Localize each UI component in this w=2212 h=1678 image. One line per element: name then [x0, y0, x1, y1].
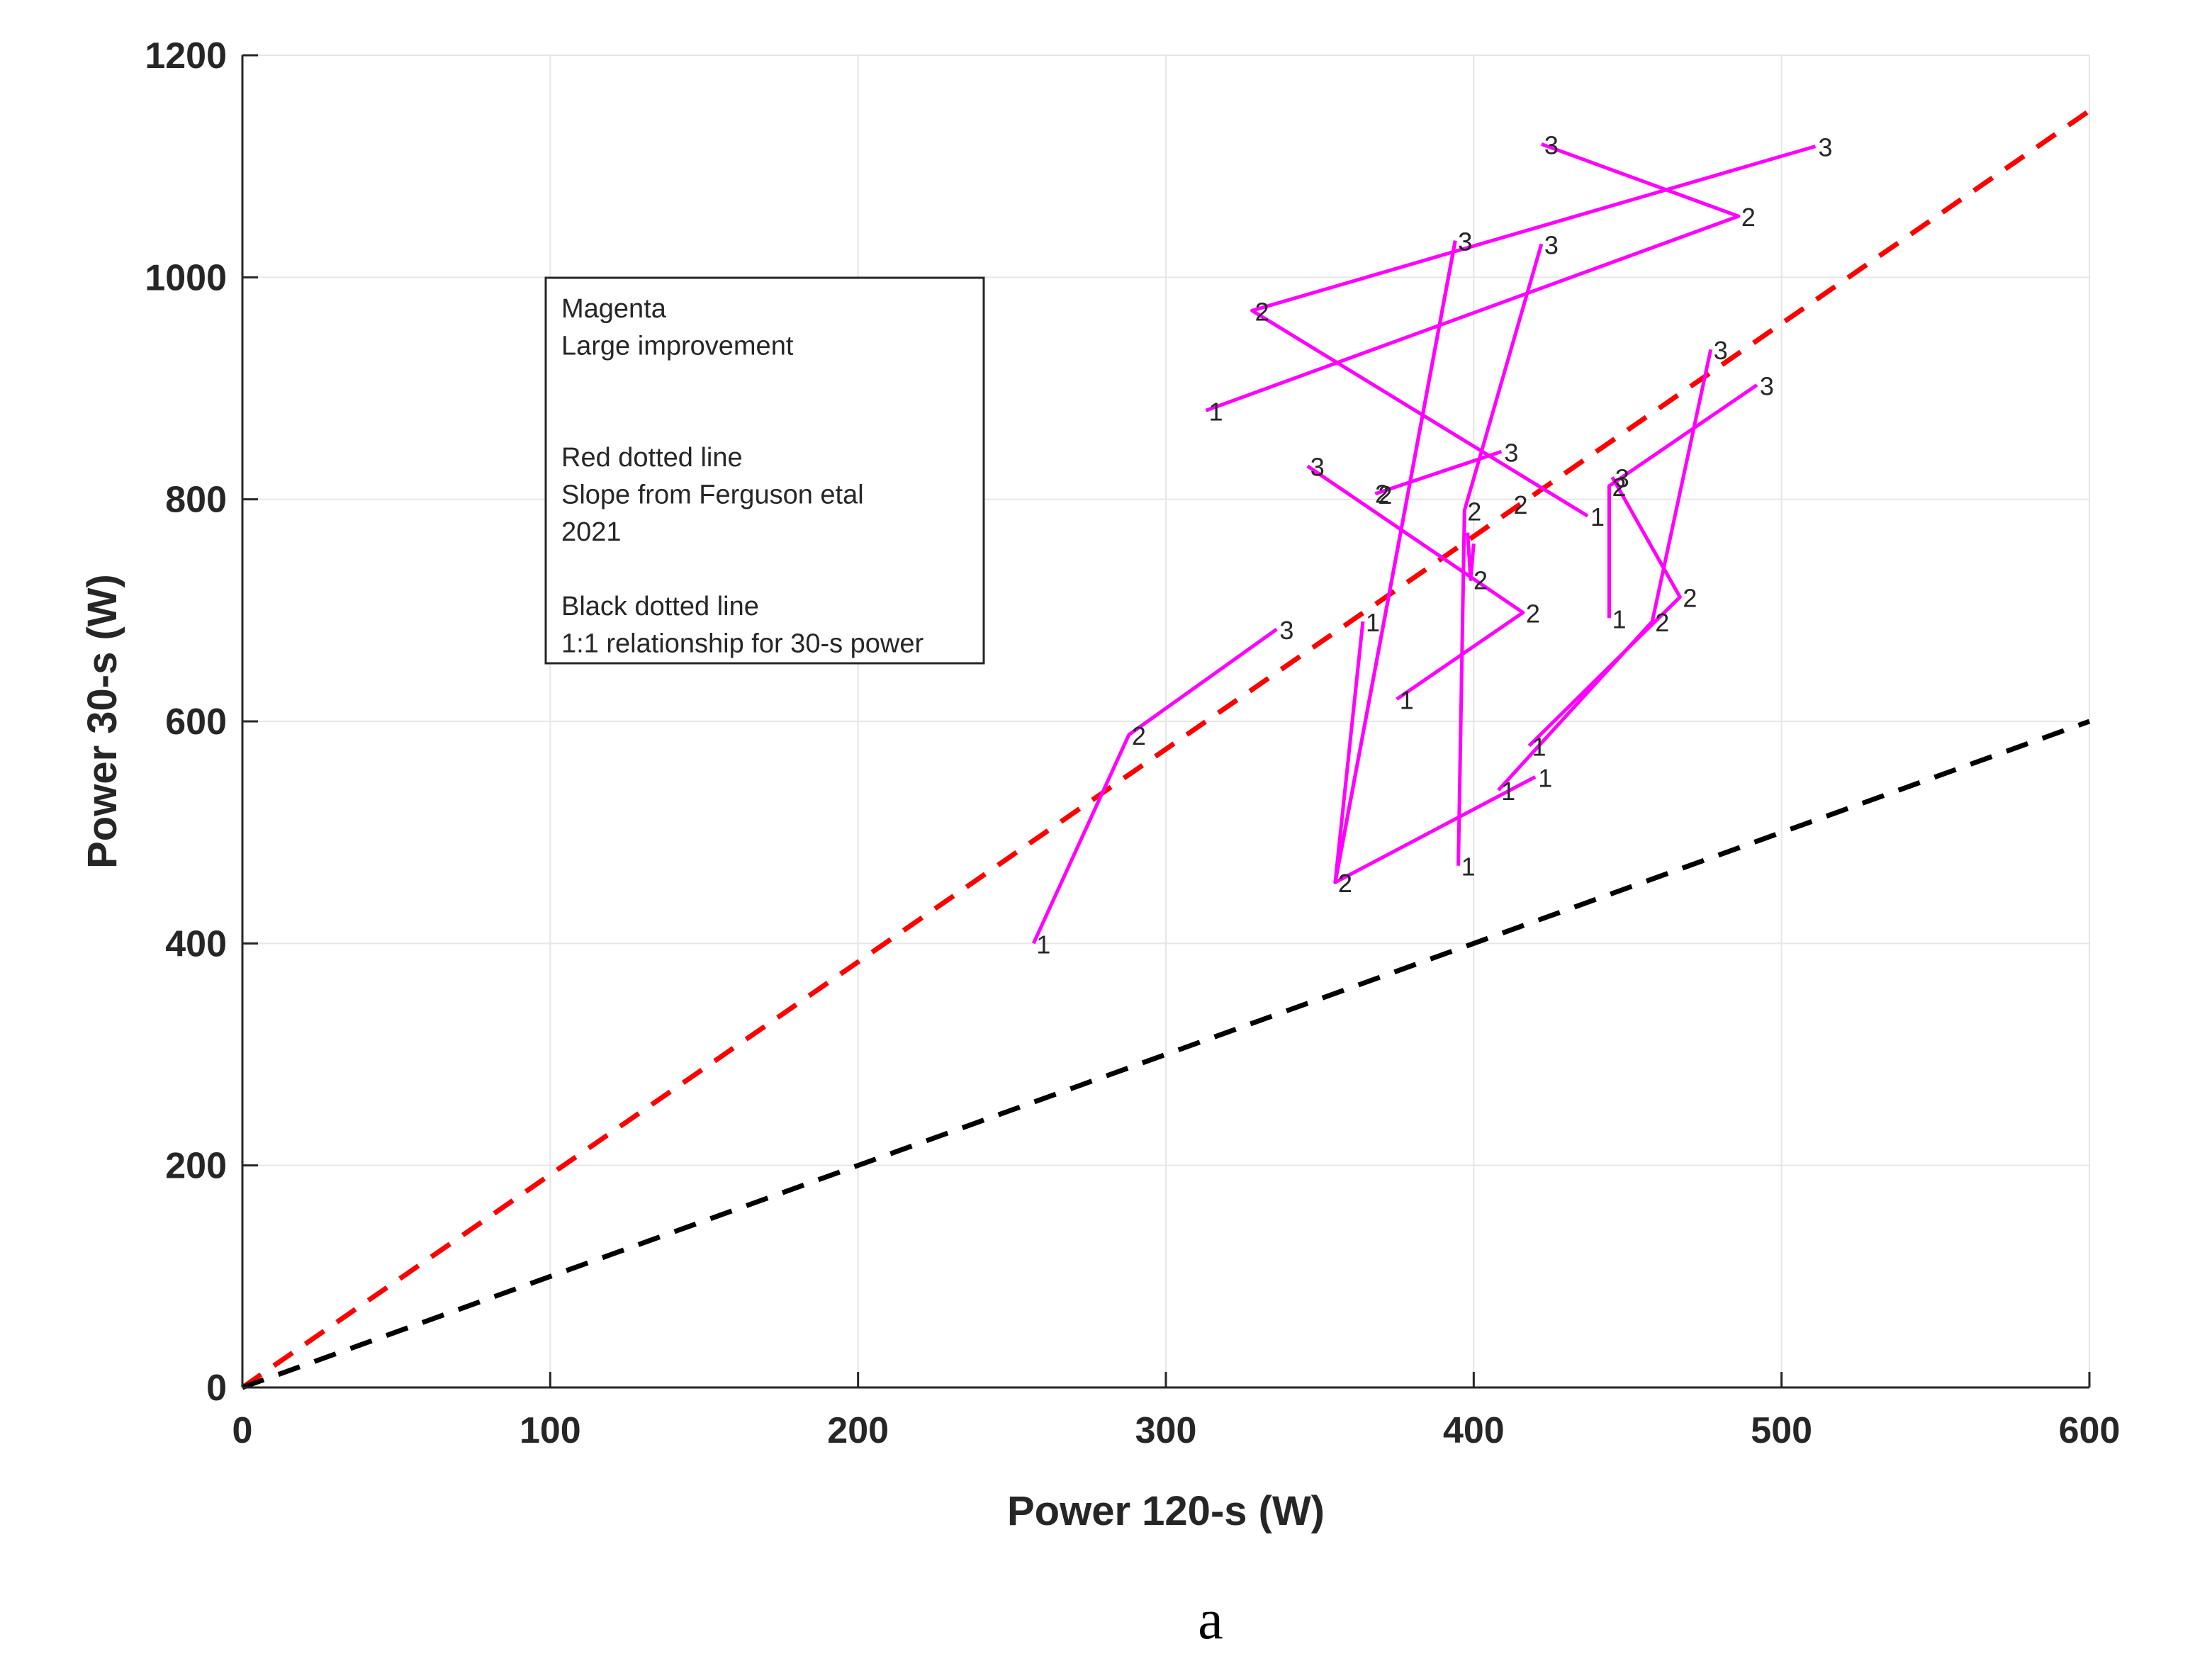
legend-line-1: Large improvement — [561, 332, 794, 361]
series-line-2 — [1250, 145, 1817, 518]
tick-labels: 0 100 200 300 400 500 600 0 200 400 600 800 1000 1200 — [145, 35, 2120, 1451]
point-label-s5-p1: 2 — [1526, 599, 1540, 628]
x-axis-title: Power 120-s (W) — [1007, 1488, 1325, 1534]
extra-point-label-1: 2 — [1375, 479, 1389, 508]
point-label-s1-p0: 1 — [1208, 397, 1223, 426]
x-tick-label-4: 400 — [1443, 1410, 1505, 1451]
point-label-s1-p1: 2 — [1741, 203, 1756, 232]
point-label-s4-p0: 1 — [1366, 608, 1380, 637]
point-label-s3-p0: 1 — [1461, 852, 1476, 882]
y-tick-label-0: 0 — [206, 1368, 227, 1409]
point-label-s2-p0: 1 — [1590, 502, 1605, 531]
point-label-s5-p0: 1 — [1400, 686, 1414, 715]
point-label-s8-p2: 3 — [1714, 336, 1728, 365]
legend-box — [544, 276, 985, 665]
point-label-s0-p2: 3 — [1279, 616, 1293, 645]
point-label-s7-p1: 2 — [1612, 473, 1626, 502]
black-reference-line — [241, 719, 2091, 1390]
series-line-1 — [1205, 142, 1741, 412]
point-label-s6-p0: 1 — [1538, 763, 1552, 792]
point-label-s0-p0: 1 — [1036, 930, 1050, 959]
point-label-s11-p0: 2 — [1378, 480, 1392, 509]
point-label-s6-p2: 3 — [1458, 227, 1472, 257]
point-label-s7-p2: 3 — [1760, 371, 1774, 400]
point-label-s3-p1: 2 — [1467, 497, 1481, 526]
x-tick-label-1: 100 — [520, 1410, 581, 1451]
legend-line-0: Magenta — [561, 294, 667, 324]
legend-line-5: Slope from Ferguson etal — [561, 480, 864, 510]
red-reference-line — [241, 108, 2091, 1390]
legend-line-6: 2021 — [561, 517, 622, 547]
point-label-s5-p2: 3 — [1310, 453, 1325, 482]
point-label-s9-p0: 1 — [1532, 732, 1546, 761]
legend-line-8: Black dotted line — [561, 592, 759, 621]
point-label-s2-p1: 2 — [1255, 297, 1269, 326]
series-line-3 — [1456, 243, 1544, 866]
legend: Magenta Large improvement Red dotted line S… — [544, 276, 985, 665]
y-axis-title: Power 30-s (W) — [79, 574, 125, 869]
point-label-s8-p1: 2 — [1655, 608, 1669, 637]
y-tick-label-3: 600 — [165, 702, 227, 743]
point-label-s0-p1: 2 — [1132, 721, 1146, 750]
x-tick-label-6: 600 — [2059, 1410, 2121, 1451]
series-line-8 — [1497, 349, 1713, 792]
x-tick-label-2: 200 — [827, 1410, 889, 1451]
point-label-s6-p1: 2 — [1338, 869, 1352, 898]
point-label-s4-p1: 2 — [1338, 869, 1352, 898]
series-line-10 — [1466, 532, 1476, 581]
axes — [241, 54, 2091, 1389]
series-line-5 — [1306, 464, 1525, 701]
x-tick-label-0: 0 — [232, 1410, 253, 1451]
point-label-s10-p1: 2 — [1473, 565, 1488, 595]
y-tick-label-2: 400 — [165, 923, 227, 964]
y-tick-label-6: 1200 — [145, 35, 227, 77]
series-line-11 — [1374, 449, 1503, 496]
extra-point-label-0: 2 — [1513, 490, 1527, 519]
point-label-s4-p2: 3 — [1458, 227, 1472, 257]
y-tick-label-1: 200 — [165, 1146, 227, 1187]
point-label-s9-p2: 3 — [1615, 463, 1629, 492]
series-line-0 — [1031, 627, 1278, 945]
series-line-9 — [1527, 476, 1682, 748]
point-label-s8-p0: 1 — [1501, 777, 1515, 806]
legend-line-4: Red dotted line — [561, 443, 743, 473]
point-label-s7-p0: 1 — [1612, 604, 1626, 634]
figure-caption: a — [1198, 1589, 1223, 1651]
y-tick-label-4: 800 — [165, 480, 227, 521]
reference-lines — [241, 108, 2091, 1390]
point-label-s3-p2: 3 — [1544, 230, 1559, 259]
x-tick-label-5: 500 — [1751, 1410, 1812, 1451]
x-tick-label-3: 300 — [1135, 1410, 1197, 1451]
series-line-7 — [1607, 383, 1758, 619]
point-label-s2-p2: 3 — [1818, 133, 1832, 162]
series-line-6 — [1333, 240, 1537, 884]
series-group — [1031, 142, 1817, 945]
point-label-s1-p2: 3 — [1544, 130, 1559, 159]
point-label-s11-p1: 3 — [1504, 438, 1518, 467]
legend-line-9: 1:1 relationship for 30-s power — [561, 629, 924, 659]
y-tick-label-5: 1000 — [145, 257, 227, 298]
point-label-s9-p1: 2 — [1683, 584, 1697, 613]
